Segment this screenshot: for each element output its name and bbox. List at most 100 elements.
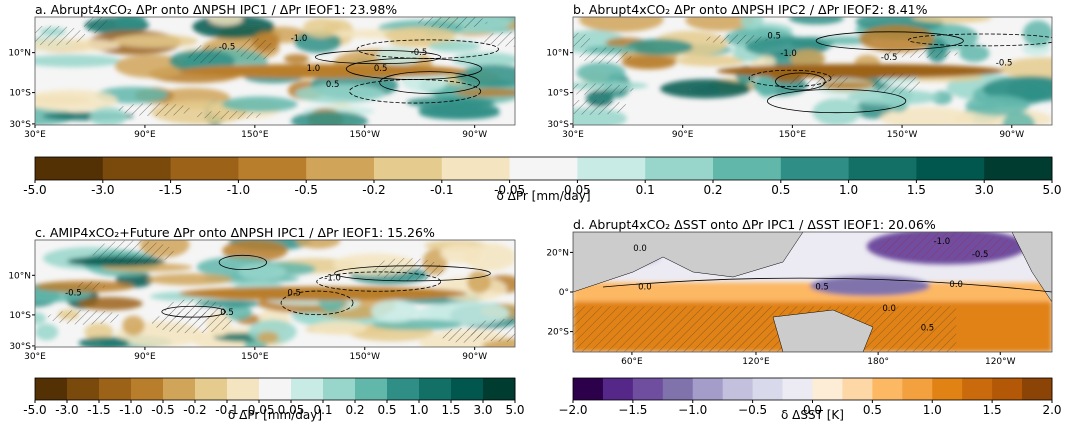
contour-label: -1.0 [291, 34, 308, 44]
colorbar-tick-label: 1.0 [409, 403, 428, 417]
field-blob [35, 323, 59, 341]
map-field [35, 17, 515, 125]
lon-tick-label: 30°E [24, 352, 46, 362]
contour-label: 0.5 [220, 308, 234, 318]
colorbar-bin [782, 378, 813, 400]
colorbar-bin [227, 378, 260, 400]
colorbar-tick-label: -0.5 [294, 183, 317, 197]
colorbar-tick-label: -1.5 [159, 183, 182, 197]
contour [345, 57, 483, 80]
lon-tick-label: 150°E [779, 130, 807, 140]
field-band [179, 64, 467, 78]
field-blob [660, 79, 751, 99]
panel-title: b. Abrupt4xCO₂ ΔPr onto ΔNPSH IPC2 / ΔPr… [573, 2, 928, 17]
colorbar-tick-label: -0.5 [151, 403, 174, 417]
field-blob [35, 89, 118, 112]
field-blob [467, 270, 491, 294]
lon-tick-label: 30°E [562, 130, 584, 140]
contour-label: 0.5 [767, 32, 781, 42]
contour-label: -1.0 [934, 237, 951, 247]
colorbar-bin [441, 157, 511, 180]
hatch-area [573, 99, 629, 115]
colorbar-tick-label: -5.0 [23, 403, 46, 417]
contour [161, 305, 226, 318]
lat-tick-label: 10°S [9, 311, 31, 321]
hatch-area [417, 17, 488, 29]
field-blob [112, 34, 198, 48]
field-blob [406, 96, 496, 109]
hatch-area [47, 309, 122, 325]
colorbar-tick-label: −1.5 [618, 403, 647, 417]
colorbar-bin [872, 378, 903, 400]
field-blob [283, 53, 310, 64]
colorbar-bin [99, 378, 132, 400]
colorbar-tick-label: -3.0 [91, 183, 114, 197]
colorbar-bin [602, 378, 634, 400]
map-panel: c. AMIP4xCO₂+Future ΔPr onto ΔNPSH IPC1 … [8, 225, 516, 362]
field-blob [454, 88, 515, 97]
colorbar-bin [238, 157, 307, 180]
field-band [179, 286, 467, 301]
colorbar-tick-label: −1.0 [678, 403, 707, 417]
contour-label: 0.5 [815, 283, 829, 293]
lon-tick-label: 90°E [134, 130, 156, 140]
field-blob [579, 17, 664, 33]
field-band [716, 64, 1005, 78]
contour [280, 290, 354, 316]
colorbar-tick-label: 3.0 [975, 183, 994, 197]
colorbar-bin [259, 378, 292, 400]
hatch-north [876, 232, 1017, 261]
panel-title: a. Abrupt4xCO₂ ΔPr onto ΔNPSH IPC1 / ΔPr… [35, 2, 397, 17]
colorbar-bin [722, 378, 754, 400]
field-blob [78, 296, 143, 311]
contour-label: 0.5 [921, 323, 935, 333]
field-blob [147, 273, 233, 286]
field-blob [370, 299, 419, 323]
colorbar-bin [291, 378, 324, 400]
colorbar-tick-label: 0.2 [703, 183, 722, 197]
hatch-area [76, 281, 105, 290]
field-blob [222, 240, 288, 262]
field-blob [222, 304, 253, 321]
hatch-area [579, 47, 632, 64]
field-blob [675, 55, 746, 67]
colorbar-tick-label: 0.5 [771, 183, 790, 197]
lat-tick-label: 20°S [547, 328, 569, 338]
colorbar-tick-label: 5.0 [505, 403, 524, 417]
colorbar-bin [35, 157, 104, 180]
colorbar: -5.0 -3.0 -1.5 -1.0 -0.5 -0.2 -0.1 -0.05 0.05 0.1… [23, 377, 525, 422]
field-blob [296, 240, 341, 249]
colorbar-bin [848, 157, 917, 180]
colorbar-tick-label: 5.0 [1042, 183, 1061, 197]
colorbar-bin [451, 378, 484, 400]
panel-title: d. Abrupt4xCO₂ ΔSST onto ΔPr IPC1 / ΔSST… [573, 217, 936, 232]
lon-tick-label: 150°W [349, 352, 380, 362]
colorbar-tick-label: -0.2 [183, 403, 206, 417]
colorbar-bin [170, 157, 239, 180]
contour-label: -0.5 [65, 289, 82, 299]
colorbar-bin [102, 157, 172, 180]
lat-tick-label: 0° [559, 288, 569, 298]
colorbar-frame [34, 377, 516, 401]
field-blob [440, 243, 482, 264]
field-blob [931, 90, 953, 105]
hatch-area [883, 49, 959, 58]
lon-tick-label: 150°W [887, 130, 918, 140]
colorbar-tick-label: -0.2 [362, 183, 385, 197]
lat-tick-label: 10°N [8, 49, 31, 59]
land-australia [772, 309, 874, 352]
colorbar: −2.0 −1.5 −1.0 −0.5 0.0 0.5 1.0 1.5 2.0 δ ΔSST [K… [558, 377, 1062, 422]
colorbar-tick-label: 0.1 [636, 183, 655, 197]
colorbar-bin [577, 157, 646, 180]
field-blob [89, 106, 127, 125]
colorbar-bin [902, 378, 933, 400]
lon-tick-label: 150°W [349, 130, 380, 140]
field-blob [257, 331, 279, 344]
field-blob [290, 111, 368, 125]
contour-label: -0.5 [411, 48, 428, 58]
lon-tick-label: 90°W [999, 130, 1024, 140]
field-eq [809, 276, 930, 296]
field-blob [625, 38, 693, 56]
lon-tick-label: 90°W [462, 352, 487, 362]
hatch-area [118, 103, 191, 117]
